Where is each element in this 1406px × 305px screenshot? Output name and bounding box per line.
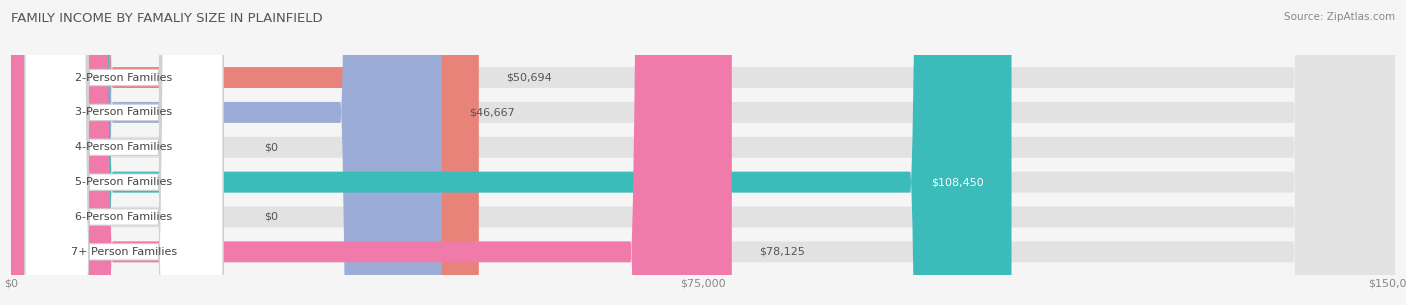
FancyBboxPatch shape [25,0,224,305]
FancyBboxPatch shape [11,0,1395,305]
FancyBboxPatch shape [25,0,224,305]
FancyBboxPatch shape [11,0,1395,305]
FancyBboxPatch shape [25,0,224,305]
FancyBboxPatch shape [11,0,1395,305]
FancyBboxPatch shape [11,0,1395,305]
FancyBboxPatch shape [11,0,479,305]
Text: 3-Person Families: 3-Person Families [76,107,173,117]
Text: FAMILY INCOME BY FAMALIY SIZE IN PLAINFIELD: FAMILY INCOME BY FAMALIY SIZE IN PLAINFI… [11,12,323,25]
FancyBboxPatch shape [11,0,1395,305]
Text: $78,125: $78,125 [759,247,806,257]
Text: Source: ZipAtlas.com: Source: ZipAtlas.com [1284,12,1395,22]
FancyBboxPatch shape [11,0,733,305]
Text: 2-Person Families: 2-Person Families [76,73,173,83]
Text: 4-Person Families: 4-Person Families [76,142,173,152]
Text: 7+ Person Families: 7+ Person Families [70,247,177,257]
Text: $50,694: $50,694 [506,73,553,83]
FancyBboxPatch shape [25,0,224,305]
FancyBboxPatch shape [11,0,1011,305]
FancyBboxPatch shape [25,0,224,305]
Text: $46,667: $46,667 [470,107,515,117]
FancyBboxPatch shape [25,0,224,305]
Text: $0: $0 [264,212,278,222]
Text: 5-Person Families: 5-Person Families [76,177,173,187]
Text: 6-Person Families: 6-Person Families [76,212,173,222]
Text: $0: $0 [264,142,278,152]
Text: $108,450: $108,450 [931,177,984,187]
FancyBboxPatch shape [11,0,1395,305]
FancyBboxPatch shape [11,0,441,305]
